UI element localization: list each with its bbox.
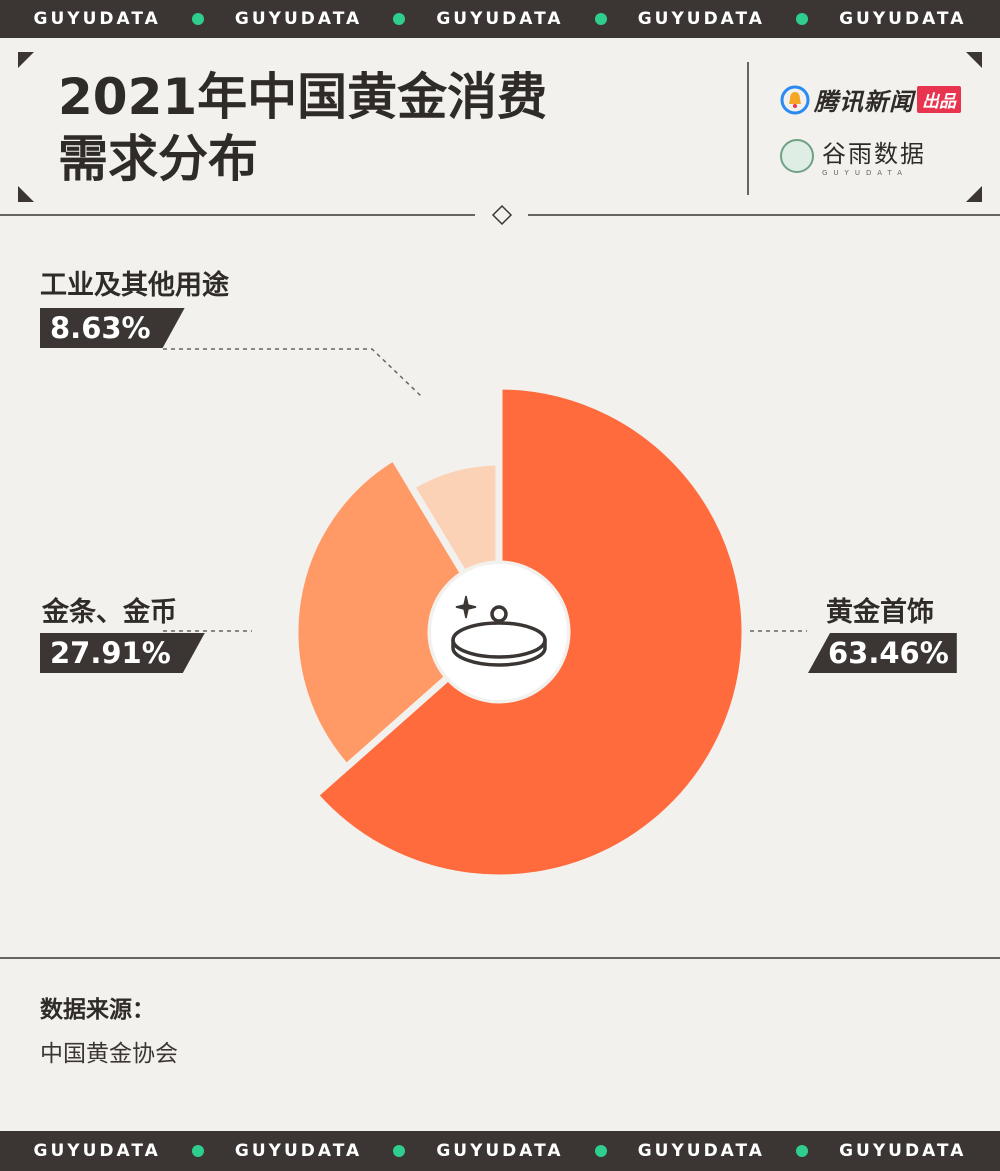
banner-dot-icon: [191, 1145, 204, 1157]
banner-text: GUYUDATA: [637, 9, 765, 29]
slice-value-jewelry: 63.46%: [808, 633, 957, 673]
banner-dot-icon: [594, 13, 607, 25]
title-line-1: 2021年中国黄金消费: [58, 68, 548, 126]
banner-text: GUYUDATA: [436, 1141, 564, 1161]
tencent-news-logo: 腾讯新闻 出品: [780, 82, 961, 117]
banner-text: GUYUDATA: [33, 1141, 161, 1161]
top-banner: GUYUDATA GUYUDATA GUYUDATA GUYUDATA GUYU…: [0, 0, 1000, 38]
donut-hole: [431, 564, 567, 700]
banner-text: GUYUDATA: [839, 1141, 967, 1161]
banner-dot-icon: [393, 1145, 406, 1157]
banner-dot-icon: [594, 1145, 607, 1157]
tencent-logo-text: 腾讯新闻: [814, 88, 914, 116]
banner-text: GUYUDATA: [234, 9, 363, 29]
banner-text: GUYUDATA: [839, 9, 967, 29]
bottom-banner: GUYUDATA GUYUDATA GUYUDATA GUYUDATA GUYU…: [0, 1131, 1000, 1171]
tencent-logo-tag: 出品: [917, 86, 961, 113]
banner-text: GUYUDATA: [234, 1141, 363, 1161]
banner-dot-icon: [191, 13, 204, 25]
leader-line-industrial: [163, 348, 422, 397]
guyu-bird-icon: [780, 138, 814, 173]
banner-text: GUYUDATA: [436, 9, 564, 29]
slice-label-bars: 金条、金币: [42, 597, 177, 628]
ring-icon: [451, 595, 547, 667]
banner-dot-icon: [796, 1145, 809, 1157]
slice-value-bars: 27.91%: [40, 633, 205, 673]
banner-dot-icon: [393, 13, 406, 25]
banner-dot-icon: [796, 13, 809, 25]
source-title: 数据来源：: [40, 997, 155, 1023]
slice-value-industrial: 8.63%: [40, 308, 185, 348]
guyu-logo-text: 谷雨数据: [822, 140, 926, 168]
guyu-logo-subtext: GUYUDATA: [822, 169, 908, 177]
guyu-data-logo: 谷雨数据 GUYUDATA: [780, 134, 926, 177]
tencent-bell-icon: [780, 85, 810, 114]
source-text: 中国黄金协会: [40, 1041, 178, 1067]
banner-text: GUYUDATA: [33, 9, 161, 29]
slice-label-industrial: 工业及其他用途: [40, 270, 229, 301]
title-line-2: 需求分布: [58, 130, 258, 188]
page-title: 2021年中国黄金消费 需求分布: [58, 66, 678, 190]
slice-label-jewelry: 黄金首饰: [826, 597, 934, 628]
banner-text: GUYUDATA: [637, 1141, 765, 1161]
